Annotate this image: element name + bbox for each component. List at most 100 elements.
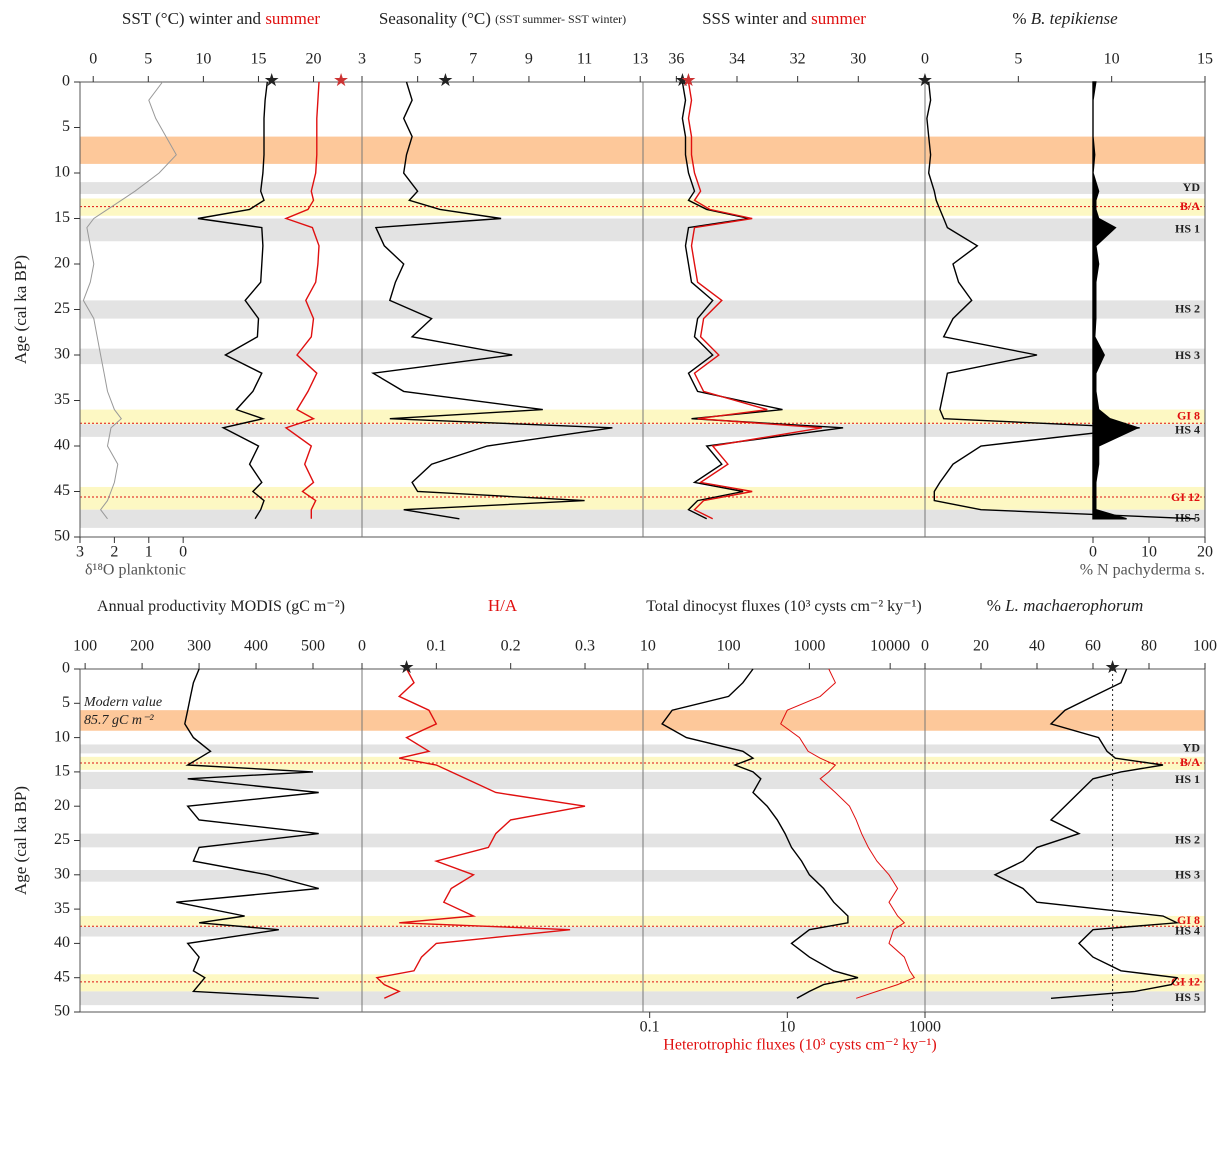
event-label: HS 5 [1175,990,1200,1004]
series-line [687,81,823,520]
y-tick-label: 45 [54,482,70,499]
series-line [284,81,320,519]
x-tick-label: 5 [144,51,152,68]
title-part: B. tepikiense [1031,9,1118,28]
x-tick-label: 0.3 [575,638,595,655]
modern-star: ★ [674,70,690,90]
y-tick-label: 30 [54,346,70,363]
title-part: Annual productivity MODIS (gC m⁻²) [97,598,345,615]
panel-title: SSS winter and summer [702,9,866,28]
x-tick-label: 0.2 [501,638,521,655]
title-part: (SST summer- SST winter) [495,12,626,26]
series-line [780,668,916,999]
modern-star: ★ [917,70,933,90]
panel-title: % L. machaerophorum [987,596,1144,615]
y-tick-label: 50 [54,1003,70,1020]
event-label: HS 4 [1175,923,1200,937]
x-tick-label: 34 [729,51,745,68]
panel-title: Seasonality (°C) (SST summer- SST winter… [379,9,626,28]
event-label: HS 2 [1175,832,1200,846]
y-tick-label: 15 [54,763,70,780]
y-tick-label: 20 [54,797,70,814]
y-tick-label: 15 [54,209,70,226]
x2-tick-label: 2 [110,544,118,561]
modern-star: ★ [264,70,280,90]
y-tick-label: 5 [62,118,70,135]
series-line [371,81,613,520]
x-tick-label: 200 [130,638,154,655]
x-tick-label: 15 [250,51,266,68]
x2-axis-label: % N pachyderma s. [1080,562,1205,579]
title-part: SST (°C) winter and [122,9,265,28]
series-line [993,668,1180,999]
x-tick-label: 0 [89,51,97,68]
modern-star: ★ [437,70,453,90]
event-label: YD [1183,741,1201,755]
title-part: summer [265,9,320,28]
title-part: L. machaerophorum [1004,596,1143,615]
annotation: Modern value [83,695,162,710]
x-tick-label: 1000 [793,638,825,655]
y-tick-label: 20 [54,255,70,272]
x-tick-label: 9 [525,51,533,68]
x-tick-label: 0.1 [426,638,446,655]
x-tick-label: 36 [668,51,684,68]
x2-tick-label: 3 [76,544,84,561]
x-tick-label: 10 [195,51,211,68]
y-tick-label: 35 [54,391,70,408]
panel-title: Annual productivity MODIS (gC m⁻²) [97,598,345,615]
x2-axis-label: Heterotrophic fluxes (10³ cysts cm⁻² ky⁻… [663,1037,936,1054]
panel-title: % B. tepikiense [1012,9,1118,28]
y-tick-label: 0 [62,73,70,90]
series-line [375,668,586,999]
x-tick-label: 0 [921,51,929,68]
y-axis-label: Age (cal ka BP) [11,255,30,364]
y-tick-label: 50 [54,528,70,545]
y-axis-label: Age (cal ka BP) [11,786,30,895]
y-tick-label: 0 [62,660,70,677]
event-label: GI 12 [1171,975,1200,989]
event-label: GI 12 [1171,490,1200,504]
event-label: HS 4 [1175,422,1200,436]
x-tick-label: 100 [717,638,741,655]
event-label: YD [1183,180,1201,194]
x-tick-label: 100 [1193,638,1217,655]
y-tick-label: 45 [54,968,70,985]
series-line [661,668,859,999]
x-tick-label: 7 [469,51,477,68]
title-part: Seasonality (°C) [379,9,495,28]
panel-title: Total dinocyst fluxes (10³ cysts cm⁻² ky… [646,598,921,615]
modern-star: ★ [680,70,696,90]
area [1092,81,1140,520]
y-tick-label: 35 [54,900,70,917]
series-line [176,668,319,999]
event-label: HS 2 [1175,301,1200,315]
x2-tick-label: 0 [179,544,187,561]
x-tick-label: 5 [1014,51,1022,68]
y-tick-label: 40 [54,437,70,454]
x-tick-label: 0 [921,638,929,655]
x-tick-label: 0 [358,638,366,655]
event-label: HS 3 [1175,348,1200,362]
x-tick-label: 3 [358,51,366,68]
y-tick-label: 40 [54,934,70,951]
modern-star: ★ [333,70,349,90]
x-tick-label: 10000 [870,638,910,655]
event-label: HS 1 [1175,772,1200,786]
series-line [82,81,177,520]
x-tick-label: 10 [640,638,656,655]
x-tick-label: 400 [244,638,268,655]
series-line [926,81,1196,520]
y-tick-label: 10 [54,164,70,181]
y-tick-label: 25 [54,831,70,848]
annotation: 85.7 gC m⁻² [84,713,154,728]
series-line [197,81,268,520]
modern-star: ★ [399,657,415,677]
x-tick-label: 30 [850,51,866,68]
x-tick-label: 32 [790,51,806,68]
panel-title: SST (°C) winter and summer [122,9,321,28]
modern-star: ★ [1105,657,1121,677]
title-part: % [1012,9,1030,28]
x-tick-label: 20 [306,51,322,68]
event-label: HS 1 [1175,222,1200,236]
